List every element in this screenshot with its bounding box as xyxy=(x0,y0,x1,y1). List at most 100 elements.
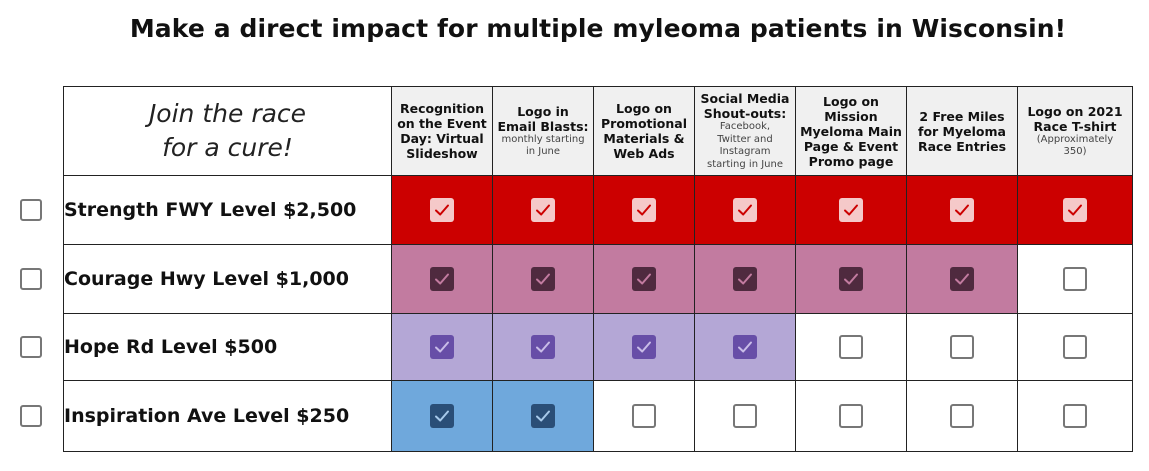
column-heading-line: Social Media xyxy=(700,91,790,106)
column-heading-line: 2 Free Miles xyxy=(919,108,1005,124)
unchecked-checkbox-icon[interactable] xyxy=(632,404,656,428)
checkmark-icon xyxy=(738,341,752,353)
checkmark-icon xyxy=(435,341,449,353)
checked-checkbox-icon[interactable] xyxy=(430,267,454,291)
benefit-cell xyxy=(391,380,493,452)
level-label: Hope Rd Level $500 xyxy=(63,313,392,381)
benefit-cell xyxy=(906,313,1018,381)
checkmark-icon xyxy=(536,341,550,353)
column-heading-line: Logo on xyxy=(616,101,672,116)
select-level-checkbox[interactable] xyxy=(20,268,42,290)
unchecked-checkbox-icon[interactable] xyxy=(1063,267,1087,291)
checkmark-icon xyxy=(637,204,651,216)
column-heading-line: Mission xyxy=(824,108,878,124)
checked-checkbox-icon[interactable] xyxy=(632,198,656,222)
benefit-cell xyxy=(391,313,493,381)
checkmark-icon xyxy=(844,273,858,285)
checked-checkbox-icon[interactable] xyxy=(1063,198,1087,222)
unchecked-checkbox-icon[interactable] xyxy=(1063,404,1087,428)
checked-checkbox-icon[interactable] xyxy=(430,404,454,428)
benefit-cell xyxy=(795,313,907,381)
checkmark-icon xyxy=(955,204,969,216)
column-subheading-line: Facebook, xyxy=(719,121,771,132)
select-level-checkbox[interactable] xyxy=(20,405,42,427)
benefit-cell xyxy=(795,175,907,245)
page-title: Make a direct impact for multiple myleom… xyxy=(129,14,1067,43)
benefit-cell xyxy=(1017,175,1133,245)
column-heading-line: on the Event xyxy=(397,116,487,131)
column-header: Logo on 2021 Race T-shirt (Approximately 35… xyxy=(1017,86,1133,176)
tagline-line: for a cure! xyxy=(162,133,293,162)
column-heading-line: Race T-shirt xyxy=(1033,118,1117,134)
checked-checkbox-icon[interactable] xyxy=(531,198,555,222)
checked-checkbox-icon[interactable] xyxy=(531,267,555,291)
unchecked-checkbox-icon[interactable] xyxy=(950,335,974,359)
benefit-cell xyxy=(694,244,796,314)
column-heading-line: Promotional xyxy=(601,116,687,131)
checkmark-icon xyxy=(536,273,550,285)
tagline: Join the race for a cure! xyxy=(63,86,392,176)
benefit-cell xyxy=(391,244,493,314)
checked-checkbox-icon[interactable] xyxy=(733,335,757,359)
level-row: Strength FWY Level $2,500 xyxy=(63,175,1133,245)
benefit-cell xyxy=(1017,244,1133,314)
benefit-cell xyxy=(795,244,907,314)
column-heading-line: Myeloma Main xyxy=(800,123,902,139)
select-level-checkbox[interactable] xyxy=(20,336,42,358)
column-subheading-line: (Approximately xyxy=(1036,133,1114,145)
benefit-cell xyxy=(492,175,594,245)
checkmark-icon xyxy=(1068,204,1082,216)
checked-checkbox-icon[interactable] xyxy=(632,335,656,359)
benefit-cell xyxy=(492,244,594,314)
checked-checkbox-icon[interactable] xyxy=(950,267,974,291)
column-heading-line: Slideshow xyxy=(406,146,478,161)
unchecked-checkbox-icon[interactable] xyxy=(950,404,974,428)
checked-checkbox-icon[interactable] xyxy=(839,198,863,222)
checked-checkbox-icon[interactable] xyxy=(733,267,757,291)
column-heading-line: for Myeloma xyxy=(918,123,1006,139)
benefit-cell xyxy=(1017,380,1133,452)
benefit-cell xyxy=(593,313,695,381)
column-heading-line: Email Blasts: xyxy=(497,118,589,134)
checked-checkbox-icon[interactable] xyxy=(733,198,757,222)
unchecked-checkbox-icon[interactable] xyxy=(839,335,863,359)
column-heading-line: Race Entries xyxy=(917,138,1007,154)
checkmark-icon xyxy=(738,273,752,285)
unchecked-checkbox-icon[interactable] xyxy=(733,404,757,428)
column-heading-line: Web Ads xyxy=(613,146,675,161)
checked-checkbox-icon[interactable] xyxy=(531,404,555,428)
checked-checkbox-icon[interactable] xyxy=(531,335,555,359)
level-label: Courage Hwy Level $1,000 xyxy=(63,244,392,314)
checked-checkbox-icon[interactable] xyxy=(430,198,454,222)
checkmark-icon xyxy=(844,204,858,216)
checked-checkbox-icon[interactable] xyxy=(950,198,974,222)
column-header: Logo on Mission Myeloma Main Page & Event Pr… xyxy=(795,86,907,176)
checked-checkbox-icon[interactable] xyxy=(632,267,656,291)
column-heading-line: Recognition xyxy=(400,101,484,116)
checkmark-icon xyxy=(435,273,449,285)
unchecked-checkbox-icon[interactable] xyxy=(839,404,863,428)
checked-checkbox-icon[interactable] xyxy=(839,267,863,291)
unchecked-checkbox-icon[interactable] xyxy=(1063,335,1087,359)
benefit-cell xyxy=(593,175,695,245)
level-label: Inspiration Ave Level $250 xyxy=(63,380,392,452)
column-heading-line: Logo on 2021 xyxy=(1027,103,1123,119)
checked-checkbox-icon[interactable] xyxy=(430,335,454,359)
checkmark-icon xyxy=(738,204,752,216)
column-header: 2 Free Miles for Myeloma Race Entries xyxy=(906,86,1018,176)
benefit-cell xyxy=(906,175,1018,245)
column-heading-line: Materials & xyxy=(603,131,685,146)
header-row: Join the race for a cure! Recognition on … xyxy=(63,86,1133,176)
benefit-cell xyxy=(795,380,907,452)
benefit-cell xyxy=(1017,313,1133,381)
checkmark-icon xyxy=(637,341,651,353)
select-level-checkbox[interactable] xyxy=(20,199,42,221)
column-subheading-line: starting in June xyxy=(706,158,783,170)
column-heading-line: Page & Event xyxy=(803,138,899,154)
column-subheading-line: monthly starting xyxy=(501,133,585,145)
benefit-cell xyxy=(492,380,594,452)
checkmark-icon xyxy=(435,204,449,216)
column-heading-line: Day: Virtual xyxy=(400,131,484,146)
column-subheading-line: 350) xyxy=(1063,146,1087,157)
benefit-cell xyxy=(492,313,594,381)
